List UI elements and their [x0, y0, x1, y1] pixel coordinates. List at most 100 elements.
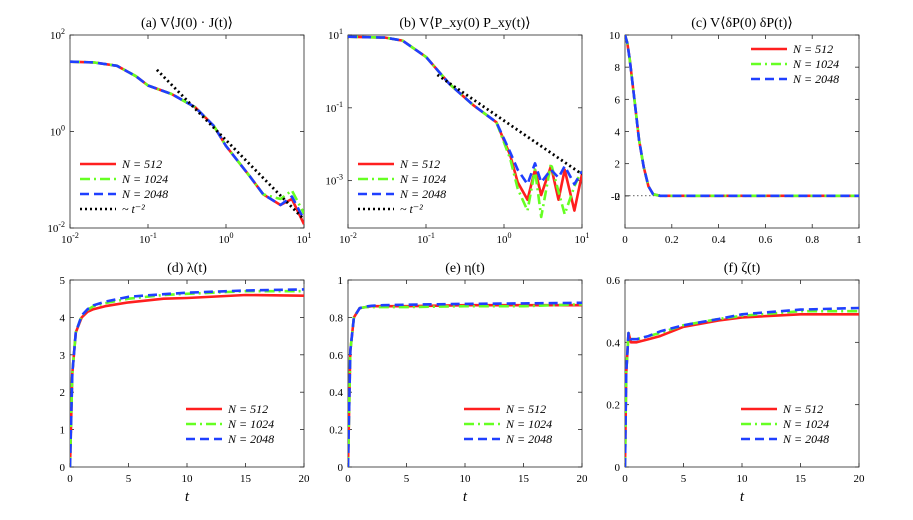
y-tick-label: 4 — [615, 127, 621, 139]
legend-label: N = 1024 — [399, 172, 446, 186]
y-tick-label: 101 — [328, 27, 343, 42]
x-axis-label: t — [740, 489, 745, 505]
x-tick-exponent: 0 — [230, 231, 234, 240]
x-tick-label: 0 — [345, 473, 351, 485]
y-tick-label: -2 — [611, 191, 620, 203]
x-tick-label: 10 — [737, 473, 749, 485]
legend-label: N = 512 — [792, 42, 833, 56]
series-line-3 — [625, 35, 859, 198]
y-tick-label: 0.4 — [606, 337, 620, 349]
legend-label: N = 512 — [782, 402, 823, 416]
legend-label: N = 512 — [121, 157, 162, 171]
y-tick-label: 10-1 — [325, 100, 343, 115]
legend-label: N = 512 — [505, 402, 546, 416]
x-tick-label: 10-1 — [139, 231, 157, 246]
x-axis-label: t — [463, 489, 468, 505]
x-tick-label: 100 — [219, 231, 234, 246]
x-tick-label: 15 — [240, 473, 252, 485]
x-tick-label: 0 — [67, 473, 73, 485]
x-tick-label: 0.2 — [665, 234, 679, 246]
series-line-3 — [348, 301, 582, 467]
panel-title: (b) V⟨P_xy(0) P_xy(t)⟩ — [399, 16, 530, 31]
y-tick-exponent: -2 — [58, 220, 65, 229]
legend-label: N = 512 — [399, 157, 440, 171]
series-line-3 — [348, 35, 582, 186]
y-tick-label: 10-2 — [47, 220, 65, 235]
legend-label: N = 1024 — [121, 172, 168, 186]
legend-label: N = 1024 — [227, 417, 274, 431]
y-tick-exponent: -3 — [336, 173, 343, 182]
x-tick-label: 20 — [854, 473, 866, 485]
x-tick-exponent: -2 — [350, 231, 357, 240]
legend-label: ~ t⁻² — [122, 202, 145, 216]
x-tick-label: 10 — [460, 473, 472, 485]
series-line-3 — [70, 60, 304, 221]
x-tick-label: 10-1 — [417, 231, 435, 246]
series-line-1 — [70, 60, 304, 225]
series-line-3 — [625, 306, 859, 467]
x-tick-label: 20 — [577, 473, 589, 485]
panel-title: (a) V⟨J(0) · J(t)⟩ — [141, 16, 233, 31]
y-tick-label: 8 — [615, 62, 621, 74]
y-tick-label: 100 — [50, 124, 65, 139]
legend-label: N = 1024 — [792, 57, 839, 71]
y-tick-exponent: 0 — [61, 124, 65, 133]
x-tick-label: 5 — [126, 473, 132, 485]
series-line-2 — [348, 35, 582, 219]
x-tick-label: 15 — [518, 473, 530, 485]
x-tick-label: 5 — [404, 473, 410, 485]
legend-label: N = 2048 — [782, 432, 829, 446]
panel-title: (c) V⟨δP(0) δP(t)⟩ — [691, 16, 793, 31]
y-tick-label: 1 — [60, 425, 66, 437]
y-tick-label: 6 — [615, 94, 621, 106]
y-tick-label: 0.4 — [329, 387, 343, 399]
x-tick-label: 5 — [681, 473, 687, 485]
x-tick-exponent: 1 — [308, 231, 312, 240]
x-tick-label: 10-2 — [339, 231, 357, 246]
y-tick-exponent: -1 — [336, 100, 343, 109]
legend-label: N = 2048 — [792, 72, 839, 86]
x-axis-label: t — [185, 489, 190, 505]
y-tick-label: 2 — [615, 159, 621, 171]
legend-label: N = 2048 — [227, 432, 274, 446]
x-tick-label: 0 — [622, 473, 628, 485]
legend-label: N = 2048 — [505, 432, 552, 446]
x-tick-label: 101 — [575, 231, 590, 246]
y-tick-label: 5 — [60, 275, 66, 287]
y-tick-label: 0.6 — [606, 275, 620, 287]
panel-title: (d) λ(t) — [167, 261, 207, 276]
series-line-2 — [348, 303, 582, 467]
y-tick-label: 1 — [338, 275, 344, 287]
x-tick-label: 15 — [795, 473, 807, 485]
y-tick-label: 0.2 — [329, 425, 343, 437]
legend-label: N = 1024 — [782, 417, 829, 431]
legend-label: N = 2048 — [399, 187, 446, 201]
y-tick-label: 0.6 — [329, 350, 343, 362]
x-tick-label: 1 — [856, 234, 862, 246]
y-tick-label: 0.2 — [606, 400, 620, 412]
x-tick-label: 10 — [182, 473, 194, 485]
reference-line — [436, 73, 582, 176]
y-tick-label: 0 — [60, 462, 66, 474]
x-tick-label: 20 — [299, 473, 311, 485]
x-tick-exponent: -1 — [150, 231, 157, 240]
y-tick-label: 0 — [338, 462, 344, 474]
axes-box — [347, 34, 583, 229]
x-tick-exponent: -2 — [72, 231, 79, 240]
legend-label: N = 512 — [227, 402, 268, 416]
y-tick-label: 2 — [60, 387, 66, 399]
y-tick-label: 0 — [615, 191, 621, 203]
y-tick-label: 102 — [50, 27, 65, 42]
y-tick-label: 0.8 — [329, 312, 343, 324]
panel-title: (f) ζ(t) — [724, 261, 761, 276]
